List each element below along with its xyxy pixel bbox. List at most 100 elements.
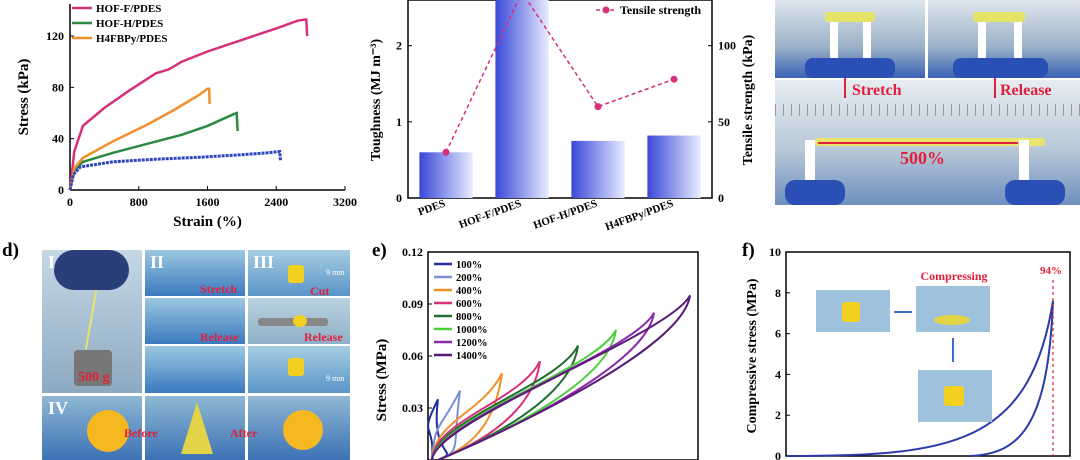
c-stretch-arrow: [844, 78, 846, 98]
photo-c-stretch: [775, 0, 925, 78]
category-label: PDES: [416, 198, 447, 219]
series-line-2: [68, 111, 239, 191]
bar-3: [571, 140, 625, 198]
series-line-3: [68, 87, 211, 191]
chart-b: PDES HOF-F/PDES HOF-H/PDES H4FBPy/PDES 0 1 2 0 5…: [369, 0, 756, 234]
legend-label: 100%: [456, 260, 482, 271]
photo-d-IV-a: [42, 396, 142, 460]
inset-sample-2: [934, 315, 970, 325]
panel-label-e: e): [372, 240, 387, 261]
hysteresis-loop-8: [431, 294, 691, 460]
y-tick-label: 10: [769, 245, 781, 259]
c-percent-arrow: [818, 142, 1018, 144]
inset-photo-2: [916, 286, 990, 332]
tensile-point-3: [594, 103, 602, 111]
legend-label: H4FBPy/PDES: [96, 33, 168, 45]
d-release-label: Release: [200, 330, 239, 344]
y-tick-label: 2: [396, 39, 402, 53]
plot-frame: [785, 251, 1071, 457]
y-axis-label: Compressive stress (MPa): [745, 278, 760, 433]
bar-2: [495, 0, 549, 199]
x-tick-label: 1600: [196, 195, 220, 209]
y-axis-label: Stress (MPa): [374, 339, 390, 422]
photo-d-III-b: [248, 298, 350, 344]
release-curve: [969, 300, 1054, 457]
c-release-label: Release: [1000, 82, 1052, 99]
tensile-point-1: [442, 148, 450, 156]
y-tick-label: 0.03: [402, 401, 423, 415]
photo-d-III-c: [248, 346, 350, 393]
y-tick-label: 120: [46, 29, 64, 43]
d-I-label: I: [48, 252, 56, 272]
legend-label: Tensile strength: [620, 3, 701, 17]
photo-d-II-b: [145, 298, 245, 344]
series-line-1: [68, 17, 309, 191]
x-tick-label: 3200: [333, 195, 357, 209]
photo-d-IV-b: [145, 396, 245, 460]
d-scale1-label: 9 mm: [326, 268, 345, 277]
y-tick-label: 0.06: [402, 349, 423, 363]
y-tick-label: 2: [775, 408, 781, 422]
y-tick-label: 6: [775, 327, 781, 341]
inset-sample-3: [944, 386, 964, 406]
x-tick-label: 0: [67, 195, 73, 209]
legend-label: 1400%: [456, 351, 488, 362]
d-after-label: After: [230, 426, 258, 440]
legend-label: 400%: [456, 286, 482, 297]
photo-d-II-a: [145, 250, 245, 296]
legend-label: 1200%: [456, 338, 488, 349]
d-II-label: II: [150, 252, 165, 272]
c-release-arrow: [994, 78, 996, 98]
y2-tick-label: 50: [718, 115, 730, 129]
legend-label: 1000%: [456, 325, 488, 336]
series-line-4: [68, 149, 282, 191]
d-IV-label: IV: [48, 398, 69, 418]
y-tick-label: 0: [775, 449, 781, 460]
d-scale2-label: 9 mm: [326, 374, 345, 383]
c-stretch-label: Stretch: [852, 82, 902, 99]
category-label: H4FBPy/PDES: [604, 198, 675, 234]
y2-tick-label: 0: [718, 191, 724, 205]
x-axis-label: Strain (%): [173, 214, 242, 230]
x-tick-label: 800: [130, 195, 148, 209]
legend-marker: [602, 6, 610, 14]
panel-label-d: d): [2, 240, 19, 261]
photo-d-III-a: [248, 250, 350, 296]
photo-d-I: [42, 250, 142, 393]
legend-label: HOF-H/PDES: [96, 18, 163, 30]
compress-curve: [787, 300, 1054, 457]
bar-1: [419, 152, 473, 198]
d-stretch-label: Stretch: [200, 282, 238, 296]
x-tick-label: 2400: [264, 195, 288, 209]
hysteresis-loop-1: [427, 398, 449, 460]
chart-f: 0 2 4 6 8 10 Compressive stress (MPa) 94% Compre…: [745, 245, 1071, 460]
y-axis-label: Stress (kPa): [16, 59, 32, 136]
y-axis-label: Toughness (MJ m⁻³): [369, 39, 384, 162]
y-tick-label: 40: [52, 132, 64, 146]
y-tick-label: 1: [396, 115, 402, 129]
y2-tick-label: 100: [718, 39, 736, 53]
d-III-label: III: [253, 252, 275, 272]
photo-c-release: [928, 0, 1080, 78]
hysteresis-loop-3: [431, 372, 503, 460]
photo-d-IV-c: [248, 396, 350, 460]
category-label: HOF-F/PDES: [457, 198, 523, 232]
hysteresis-loop-2: [431, 390, 461, 460]
plot-frame: [407, 0, 713, 199]
tensile-point-4: [670, 75, 678, 83]
y-tick-label: 80: [52, 80, 64, 94]
d-release2-label: Release: [304, 330, 343, 344]
chart-a: 0 800 1600 2400 3200 0 40 80 120 Strain (%) Stress…: [16, 3, 357, 230]
bar-4: [647, 135, 701, 198]
d-before-label: Before: [124, 426, 158, 440]
y-tick-label: 4: [775, 367, 781, 381]
c-percent-label: 500%: [900, 148, 945, 168]
photo-d-II-c: [145, 346, 245, 393]
peak-strain-label: 94%: [1040, 265, 1062, 277]
y-tick-label: 8: [775, 286, 781, 300]
category-label: HOF-H/PDES: [532, 198, 599, 232]
tensile-line: [445, 0, 675, 153]
legend-label: 200%: [456, 273, 482, 284]
compressing-label: Compressing: [920, 269, 987, 283]
legend-label: 800%: [456, 312, 482, 323]
